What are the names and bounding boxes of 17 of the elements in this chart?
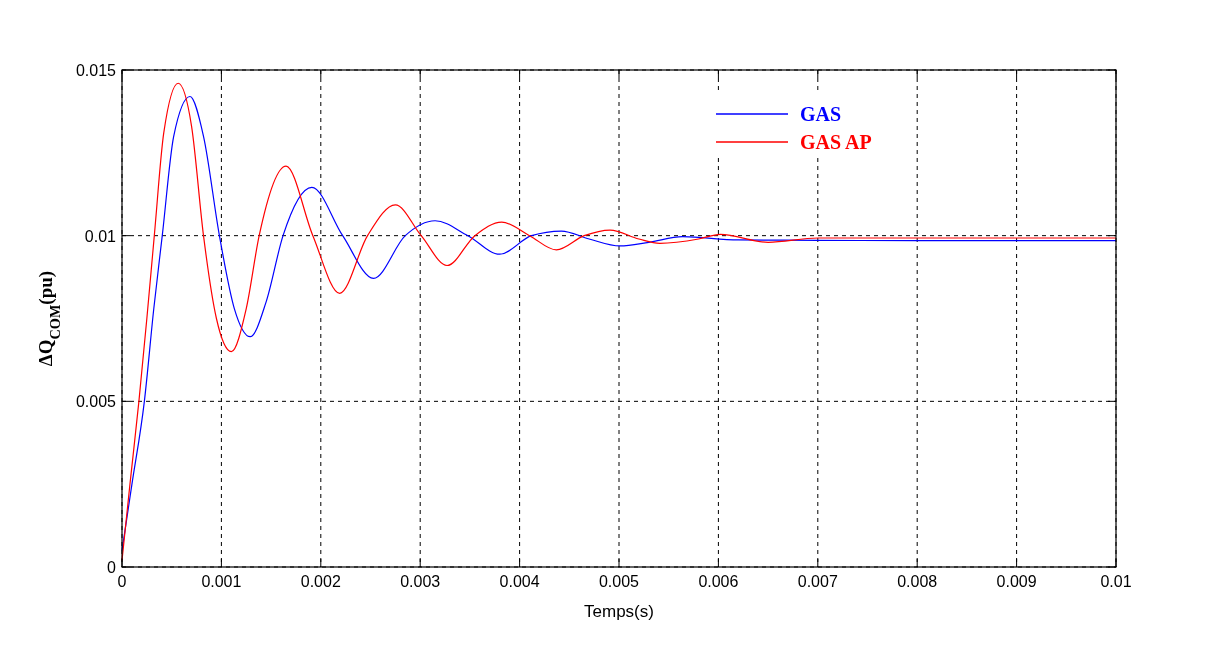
x-tick-label: 0.005 — [598, 573, 640, 590]
legend-label: GAS — [800, 103, 842, 125]
x-tick-label: 0.006 — [698, 573, 739, 590]
y-tick-label: 0.015 — [75, 62, 117, 79]
y-tick-label: 0.01 — [84, 227, 117, 245]
legend-label: GAS AP — [800, 131, 872, 153]
x-tick-label: 0.003 — [400, 573, 441, 590]
x-tick-label: 0.001 — [201, 573, 242, 590]
x-tick-label: 0.008 — [897, 573, 938, 590]
x-tick-label: 0.002 — [300, 573, 341, 590]
x-axis-title: Temps(s) — [584, 602, 654, 621]
x-tick-label: 0.01 — [1100, 573, 1132, 590]
y-tick-label: 0.005 — [75, 393, 117, 411]
x-tick-label: 0.007 — [797, 573, 838, 590]
x-tick-label: 0.004 — [499, 573, 540, 590]
x-tick-label: 0.009 — [996, 573, 1037, 590]
y-tick-label: 0 — [107, 559, 117, 576]
